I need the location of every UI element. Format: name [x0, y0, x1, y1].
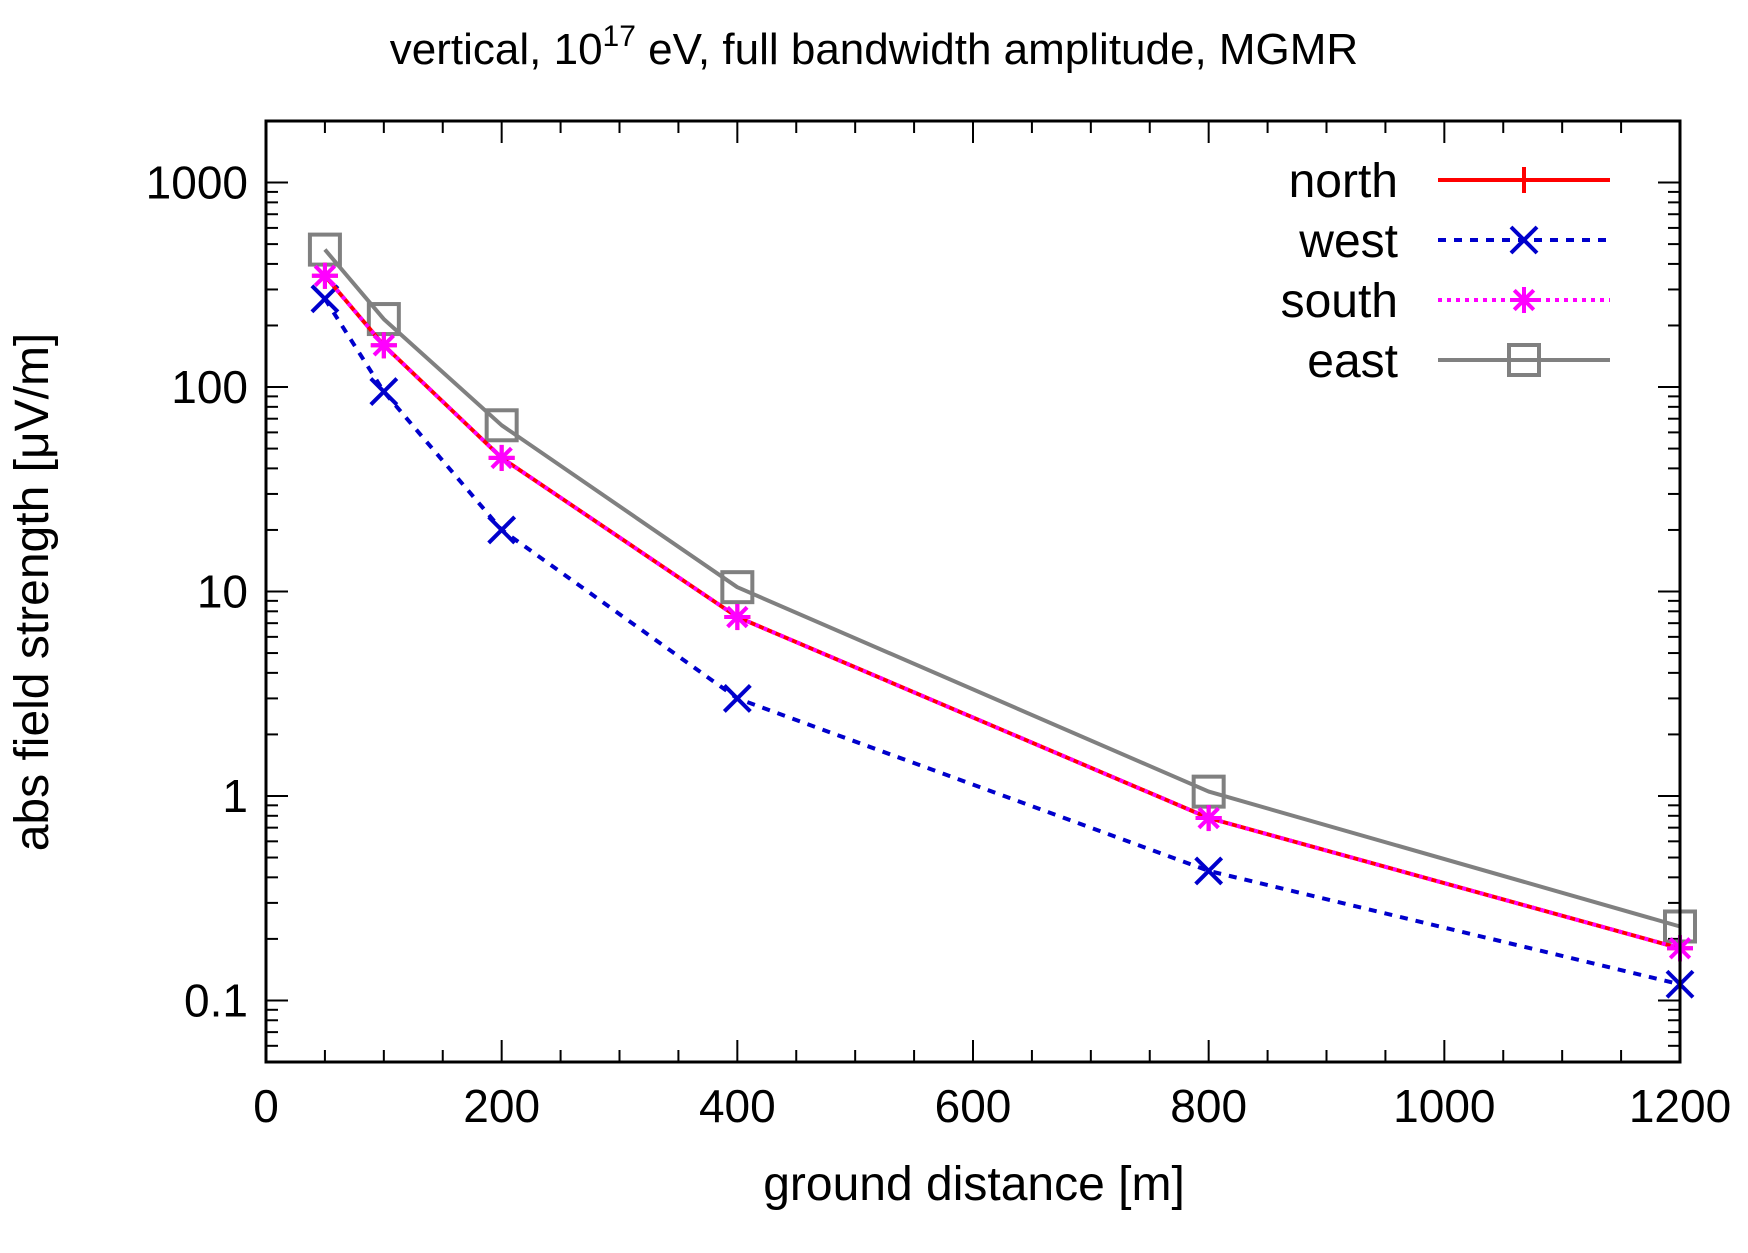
series-line-south	[323, 274, 1681, 951]
x-tick-label: 200	[463, 1080, 540, 1132]
legend-label: east	[1307, 335, 1398, 388]
series-north	[311, 262, 1693, 962]
chart-title-superscript: 17	[603, 20, 636, 53]
series-west	[310, 284, 1695, 999]
data-point-west	[487, 515, 517, 545]
legend: north west south east	[1281, 155, 1610, 388]
x-axis-title: ground distance [m]	[763, 1158, 1185, 1211]
series-line-north	[323, 274, 1681, 951]
data-point-west	[310, 284, 340, 314]
y-axis-ticks	[266, 181, 1680, 1047]
legend-marker-south	[1511, 287, 1537, 313]
series-line-west	[323, 297, 1681, 987]
y-axis-title: abs field strength [μV/m]	[6, 333, 59, 852]
y-tick-label: 10	[197, 566, 248, 618]
data-point-south	[488, 444, 515, 471]
data-point-east	[720, 570, 755, 605]
data-point-south	[370, 332, 397, 359]
x-axis-ticks	[323, 121, 1623, 1062]
legend-label: west	[1298, 215, 1398, 268]
chart-title-suffix: eV, full bandwidth amplitude, MGMR	[636, 25, 1358, 74]
series-east	[307, 232, 1697, 944]
data-point-south	[1195, 805, 1222, 832]
x-tick-label: 1000	[1393, 1080, 1495, 1132]
series-line-east	[323, 248, 1681, 929]
series-south	[311, 262, 1693, 962]
legend-label: north	[1289, 155, 1398, 208]
legend-marker-west	[1509, 225, 1539, 255]
legend-marker-east	[1507, 343, 1541, 377]
y-axis-tick-labels: 0.1 1 10 100 1000	[146, 157, 248, 1027]
y-tick-label: 1	[222, 770, 248, 822]
data-point-west	[722, 684, 752, 713]
x-tick-label: 1200	[1629, 1080, 1731, 1132]
series-layer	[307, 232, 1697, 999]
y-tick-label: 0.1	[184, 974, 248, 1026]
y-tick-label: 1000	[146, 157, 248, 209]
legend-item-north: north	[1289, 155, 1610, 208]
legend-label: south	[1281, 275, 1398, 328]
legend-item-east: east	[1307, 335, 1610, 388]
legend-marker-north	[1511, 167, 1537, 193]
chart-title: vertical, 1017 eV, full bandwidth amplit…	[390, 20, 1358, 74]
x-tick-label: 800	[1170, 1080, 1247, 1132]
x-tick-label: 400	[699, 1080, 776, 1132]
data-point-west	[369, 377, 399, 406]
x-tick-label: 600	[935, 1080, 1012, 1132]
y-tick-label: 100	[171, 361, 248, 413]
chart-title-text: vertical, 10	[390, 25, 603, 74]
x-tick-label: 0	[253, 1080, 279, 1132]
data-point-west	[1194, 856, 1224, 886]
plot-frame	[264, 119, 1682, 1064]
legend-item-south: south	[1281, 275, 1610, 328]
data-point-east	[484, 408, 519, 443]
data-point-south	[311, 262, 338, 289]
x-axis-tick-labels: 0 200 400 600 800 1000 1200	[253, 1080, 1731, 1132]
legend-item-west: west	[1298, 215, 1610, 268]
data-point-south	[724, 604, 751, 631]
